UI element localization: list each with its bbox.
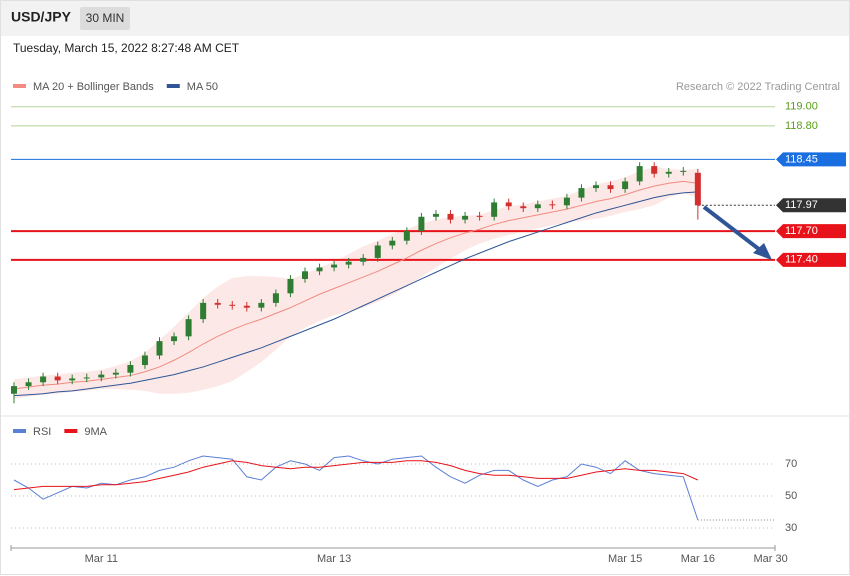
bollinger-band xyxy=(14,167,698,399)
candle-body xyxy=(54,376,61,381)
level-badge xyxy=(776,224,846,239)
candle-body xyxy=(462,215,469,220)
candle-body xyxy=(622,181,629,190)
candle-body xyxy=(549,204,556,206)
legend-label: MA 50 xyxy=(187,81,218,93)
ma-line xyxy=(13,191,698,397)
candle-body xyxy=(98,374,105,378)
candle-body xyxy=(171,336,178,342)
symbol: USD/JPY xyxy=(11,9,72,25)
candle-body xyxy=(476,215,483,217)
level-label: 117.70 xyxy=(785,225,818,237)
candle-body xyxy=(447,213,454,220)
candle-body xyxy=(374,245,381,258)
candle-body xyxy=(520,206,527,209)
header-bar xyxy=(1,1,849,36)
candle-body xyxy=(83,377,90,379)
legend-swatch xyxy=(13,84,26,88)
candle-body xyxy=(40,376,47,383)
candle-body xyxy=(316,267,323,272)
candle-body xyxy=(156,341,163,356)
level-label: 118.45 xyxy=(785,153,818,165)
rsi-line xyxy=(13,460,699,491)
level-badge xyxy=(776,252,846,267)
level-badge xyxy=(776,152,846,167)
x-tick-label: Mar 11 xyxy=(85,553,118,565)
candle-body xyxy=(112,372,119,375)
x-tick-label: Mar 13 xyxy=(317,553,351,565)
level-label: 119.00 xyxy=(785,101,818,113)
x-tick-label: Mar 16 xyxy=(681,553,715,565)
legend-swatch xyxy=(166,84,180,88)
candle-body xyxy=(200,302,207,320)
ma-line xyxy=(13,180,698,390)
candle-body xyxy=(287,278,294,294)
candle-body xyxy=(331,264,338,268)
candle-body xyxy=(141,355,148,366)
candle-body xyxy=(25,382,32,387)
candle-body xyxy=(607,185,614,190)
legend-label: 9MA xyxy=(84,426,107,438)
legend-label: RSI xyxy=(33,426,51,438)
y-tick-label: 70 xyxy=(785,458,797,470)
candle-body xyxy=(505,202,512,207)
candle-body xyxy=(345,261,352,265)
legend-swatch xyxy=(13,429,26,433)
candle-body xyxy=(418,216,425,232)
candle-body xyxy=(185,319,192,337)
x-tick-label: Mar 15 xyxy=(608,553,642,565)
candle-body xyxy=(694,172,701,206)
candle-body xyxy=(360,257,367,262)
forecast-arrow-head xyxy=(753,243,772,260)
plot: 119.00 118.80 118.45 117.97 117.70 117.40 MA 2… xyxy=(11,81,846,565)
candle-body xyxy=(272,293,279,303)
candle-body xyxy=(665,171,672,174)
candle-body xyxy=(389,240,396,246)
candle-body xyxy=(534,204,541,209)
candle-body xyxy=(69,378,76,381)
legend-swatch xyxy=(64,429,78,433)
candle-body xyxy=(127,365,134,373)
level-badge xyxy=(776,198,846,213)
y-tick-label: 30 xyxy=(785,522,797,534)
candle-body xyxy=(636,166,643,182)
candle-body xyxy=(651,166,658,174)
y-tick-label: 50 xyxy=(785,490,797,502)
candle-body xyxy=(680,170,687,172)
candle-body xyxy=(491,202,498,217)
candle-body xyxy=(302,271,308,279)
candle-body xyxy=(432,213,439,217)
interval-box[interactable] xyxy=(80,7,130,30)
candle-body xyxy=(229,304,236,306)
forecast-arrow xyxy=(702,205,766,255)
candle-body xyxy=(11,386,17,394)
interval[interactable]: 30 MIN xyxy=(86,11,125,25)
candle-body xyxy=(578,188,585,198)
candle-body xyxy=(243,305,250,308)
x-tick-label: Mar 30 xyxy=(753,553,787,565)
level-label: 118.80 xyxy=(785,120,818,132)
candle-body xyxy=(593,185,599,189)
candle-body xyxy=(214,302,221,305)
level-label: 117.97 xyxy=(785,199,818,211)
credit: Research © 2022 Trading Central xyxy=(676,81,840,93)
candle-body xyxy=(403,231,410,241)
level-label: 117.40 xyxy=(785,254,818,266)
rsi-line xyxy=(13,455,699,521)
candle-body xyxy=(258,302,265,308)
legend-label: MA 20 + Bollinger Bands xyxy=(33,81,154,93)
candle-body xyxy=(563,197,570,206)
timestamp: Tuesday, March 15, 2022 8:27:48 AM CET xyxy=(13,41,240,55)
